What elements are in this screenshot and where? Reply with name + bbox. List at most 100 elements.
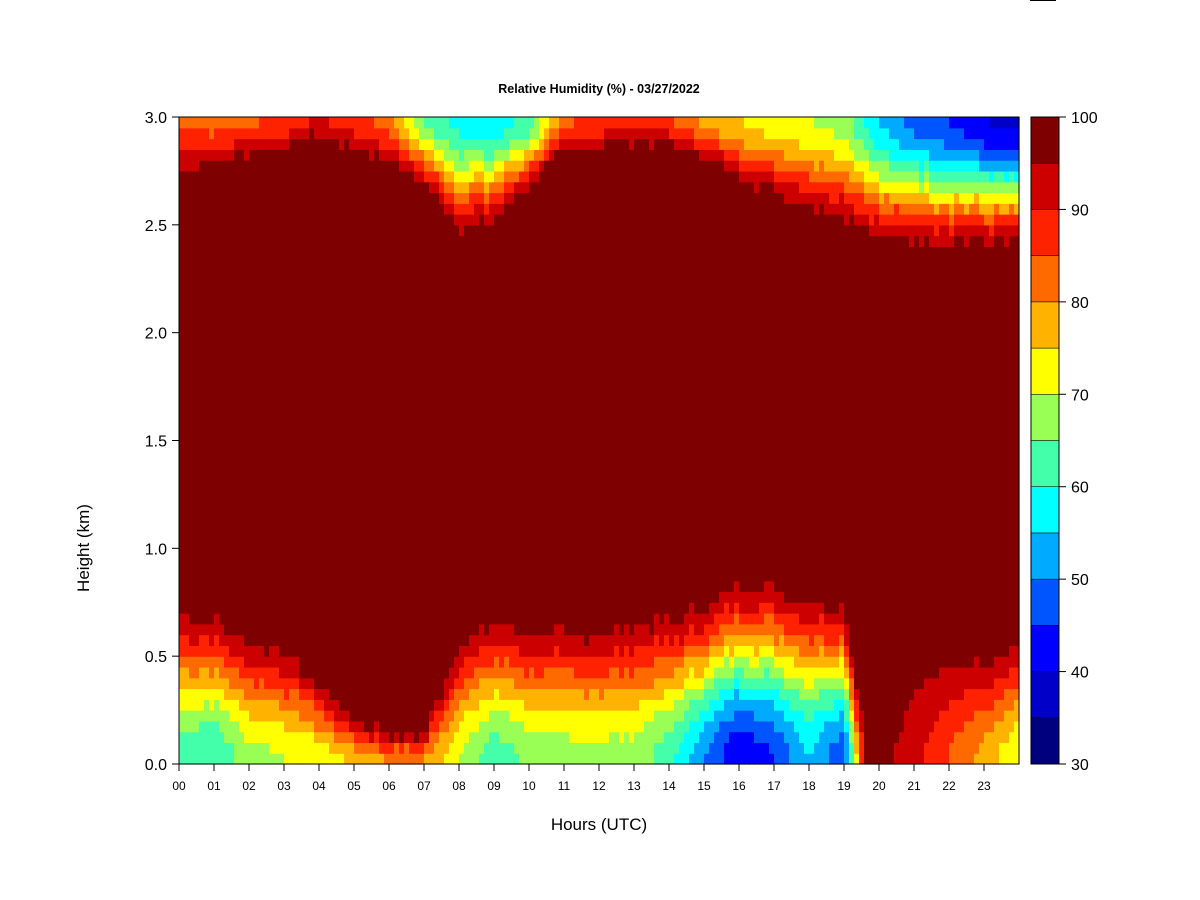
heatmap-cell [264, 677, 270, 690]
heatmap-cell [199, 397, 205, 409]
heatmap-cell [239, 300, 245, 312]
heatmap-cell [424, 418, 430, 431]
heatmap-cell [544, 246, 550, 258]
heatmap-cell [374, 494, 380, 506]
heatmap-cell [254, 483, 260, 496]
heatmap-cell [424, 666, 430, 679]
heatmap-cell [199, 666, 205, 679]
heatmap-cell [254, 311, 260, 323]
heatmap-cell [299, 742, 305, 754]
heatmap-cell [434, 170, 440, 183]
heatmap-cell [309, 418, 315, 431]
heatmap-cell [314, 289, 320, 301]
heatmap-cell [459, 224, 465, 237]
heatmap-cell [399, 343, 405, 355]
heatmap-cell [339, 321, 345, 334]
heatmap-cell [194, 483, 200, 496]
heatmap-cell [374, 699, 380, 711]
heatmap-cell [509, 267, 515, 280]
heatmap-cell [314, 656, 320, 668]
heatmap-cell [479, 408, 485, 420]
heatmap-cell [279, 548, 285, 560]
heatmap-cell [549, 569, 555, 582]
heatmap-cell [329, 451, 335, 463]
heatmap-cell [494, 656, 500, 668]
heatmap-cell [194, 160, 200, 172]
heatmap-cell [294, 613, 300, 625]
heatmap-cell [254, 688, 260, 700]
heatmap-cell [574, 699, 580, 711]
heatmap-cell [339, 365, 345, 377]
heatmap-cell [299, 332, 305, 345]
heatmap-cell [444, 645, 450, 657]
heatmap-cell [514, 192, 520, 204]
heatmap-cell [569, 246, 575, 258]
heatmap-cell [554, 526, 560, 539]
heatmap-cell [219, 472, 225, 485]
heatmap-cell [384, 257, 390, 269]
heatmap-cell [219, 214, 225, 226]
heatmap-cell [499, 386, 505, 398]
heatmap-cell [454, 321, 460, 334]
heatmap-cell [304, 537, 310, 549]
heatmap-cell [334, 181, 340, 194]
heatmap-cell [549, 397, 555, 409]
heatmap-cell [459, 753, 465, 765]
heatmap-cell [324, 634, 330, 646]
heatmap-cell [214, 203, 220, 215]
heatmap-cell [229, 580, 235, 593]
heatmap-cell [494, 699, 500, 711]
heatmap-cell [484, 160, 490, 172]
heatmap-cell [314, 451, 320, 463]
heatmap-cell [434, 515, 440, 528]
heatmap-cell [189, 677, 195, 690]
heatmap-cell [494, 515, 500, 528]
heatmap-cell [189, 365, 195, 377]
heatmap-cell [539, 688, 545, 700]
heatmap-cell [309, 257, 315, 269]
heatmap-cell [399, 429, 405, 442]
heatmap-cell [539, 462, 545, 474]
heatmap-cell [219, 537, 225, 549]
heatmap-cell [334, 537, 340, 549]
heatmap-cell [329, 666, 335, 679]
heatmap-cell [319, 623, 325, 636]
heatmap-cell [399, 580, 405, 593]
heatmap-cell [309, 451, 315, 463]
heatmap-cell [279, 472, 285, 485]
heatmap-cell [579, 645, 585, 657]
heatmap-cell [539, 483, 545, 496]
heatmap-cell [249, 257, 255, 269]
heatmap-cell [369, 559, 375, 571]
heatmap-cell [544, 429, 550, 442]
heatmap-cell [574, 235, 580, 247]
heatmap-cell [354, 494, 360, 506]
heatmap-cell [489, 300, 495, 312]
heatmap-cell [414, 462, 420, 474]
heatmap-cell [324, 375, 330, 388]
heatmap-cell [494, 257, 500, 269]
heatmap-cell [399, 602, 405, 614]
heatmap-cell [429, 731, 435, 744]
heatmap-cell [239, 332, 245, 345]
heatmap-cell [334, 731, 340, 744]
heatmap-cell [334, 170, 340, 183]
heatmap-cell [394, 127, 400, 140]
heatmap-cell [354, 117, 360, 129]
heatmap-cell [214, 526, 220, 539]
heatmap-cell [339, 289, 345, 301]
heatmap-cell [439, 699, 445, 711]
heatmap-cell [449, 138, 455, 150]
heatmap-cell [209, 656, 215, 668]
heatmap-cell [434, 257, 440, 269]
heatmap-cell [504, 300, 510, 312]
heatmap-cell [204, 429, 210, 442]
heatmap-cell [534, 440, 540, 452]
heatmap-cell [474, 591, 480, 603]
heatmap-cell [514, 699, 520, 711]
heatmap-cell [554, 515, 560, 528]
heatmap-cell [279, 569, 285, 582]
heatmap-cell [344, 472, 350, 485]
heatmap-cell [534, 710, 540, 722]
heatmap-cell [384, 332, 390, 345]
